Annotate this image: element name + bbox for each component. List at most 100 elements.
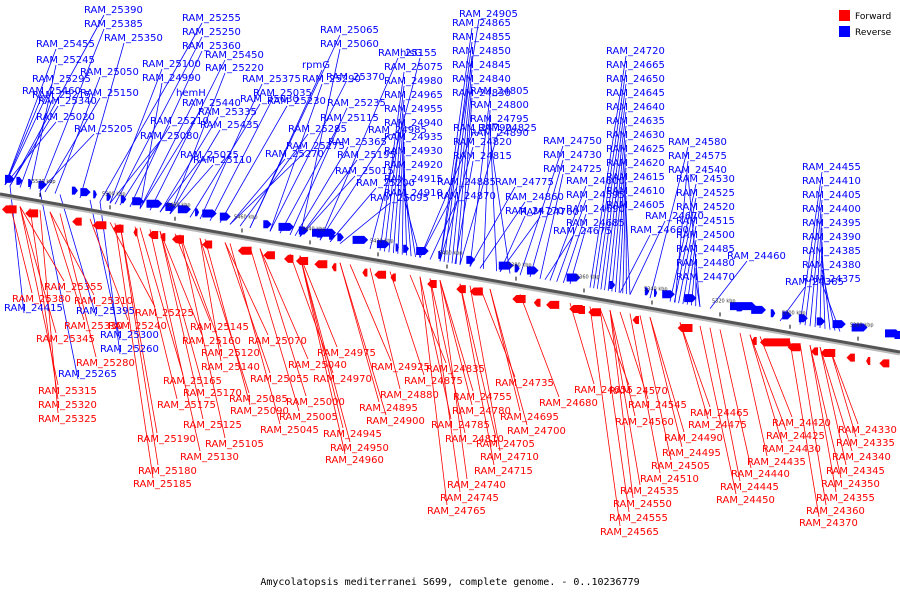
label-leader-line bbox=[4, 95, 43, 186]
gene-label: RAM_25235 bbox=[327, 98, 386, 109]
label-leader-line bbox=[239, 133, 309, 227]
label-leader-line bbox=[129, 50, 203, 207]
gene-label: RAM_24900 bbox=[366, 416, 425, 427]
gene-label: RAM_24385 bbox=[802, 246, 861, 257]
label-leader-line bbox=[299, 175, 356, 237]
gene-label: RAM_24485 bbox=[676, 244, 735, 255]
scale-tick-label: 5520 kbp bbox=[32, 179, 56, 185]
label-leader-line bbox=[159, 230, 204, 388]
label-leader-line bbox=[615, 153, 627, 293]
label-leader-line bbox=[529, 159, 564, 278]
reverse-gene-arrow bbox=[427, 279, 437, 288]
gene-label: RAM_25030 bbox=[240, 94, 299, 105]
gene-label: RAM_24620 bbox=[606, 158, 665, 169]
gene-label: RAM_25210 bbox=[150, 116, 209, 127]
label-leader-line bbox=[454, 160, 474, 264]
gene-label: RAM_25230 bbox=[267, 96, 326, 107]
genome-caption: Amycolatopsis mediterranei S699, complet… bbox=[260, 577, 640, 588]
label-leader-line bbox=[749, 334, 783, 444]
gene-label: RAM_24920 bbox=[384, 160, 443, 171]
label-leader-line bbox=[289, 107, 348, 236]
gene-label: RAM_24425 bbox=[766, 431, 825, 442]
forward-gene-arrow bbox=[71, 186, 78, 195]
gene-label: RAM_25180 bbox=[138, 466, 197, 477]
reverse-gene-arrow bbox=[787, 343, 801, 352]
leader-lines bbox=[4, 14, 859, 527]
gene-label: RAM_24520 bbox=[676, 202, 735, 213]
label-leader-line bbox=[829, 348, 857, 438]
label-leader-line bbox=[259, 248, 309, 360]
label-leader-line bbox=[609, 310, 634, 499]
label-leader-line bbox=[687, 174, 701, 307]
label-leader-line bbox=[429, 278, 466, 434]
gene-label: RAM_25065 bbox=[320, 25, 379, 36]
label-leader-line bbox=[339, 262, 387, 416]
gene-label: RAM_24930 bbox=[384, 146, 443, 157]
label-leader-line bbox=[804, 185, 823, 326]
forward-gene-arrow bbox=[395, 243, 399, 252]
gene-label: RAM_24630 bbox=[606, 130, 665, 141]
gene-label: RAM_25085 bbox=[229, 394, 288, 405]
label-leader-line bbox=[799, 171, 823, 325]
label-leader-line bbox=[269, 81, 347, 232]
gene-label: RAM_25160 bbox=[182, 336, 241, 347]
gene-label: RAM_25385 bbox=[84, 19, 143, 30]
label-leader-line bbox=[819, 227, 823, 328]
gene-label: RAM_24570 bbox=[609, 386, 668, 397]
reverse-gene-arrow bbox=[632, 316, 639, 325]
label-leader-line bbox=[379, 71, 405, 251]
label-leader-line bbox=[4, 121, 57, 186]
gene-label: RAM_25315 bbox=[38, 386, 97, 397]
label-leader-line bbox=[674, 160, 689, 303]
gene-label: RAM_25245 bbox=[36, 55, 95, 66]
label-leader-line bbox=[709, 260, 748, 309]
forward-gene-arrow bbox=[278, 222, 294, 231]
reverse-gene-arrow bbox=[456, 285, 466, 294]
label-leader-line bbox=[59, 213, 97, 358]
gene-label: RAM_24450 bbox=[716, 495, 775, 506]
label-leader-line bbox=[429, 278, 461, 493]
reverse-gene-arrow bbox=[575, 305, 585, 314]
legend-forward-label: Forward bbox=[855, 12, 891, 22]
label-leader-line bbox=[419, 186, 458, 258]
label-leader-line bbox=[809, 345, 842, 479]
gene-label: RAM_24390 bbox=[802, 232, 861, 243]
gene-label: RAM_24805 bbox=[470, 86, 529, 97]
gene-label: RAM_24895 bbox=[359, 403, 418, 414]
label-leader-line bbox=[455, 83, 473, 265]
gene-label: RAM_24415 bbox=[4, 303, 63, 314]
gene-label: RAM_24940 bbox=[384, 118, 443, 129]
gene-label: RAM_24880 bbox=[380, 390, 439, 401]
label-leader-line bbox=[219, 105, 288, 223]
reverse-gene-arrow bbox=[374, 270, 387, 279]
gene-label: RAM_25080 bbox=[140, 131, 199, 142]
gene-label: RAM_24710 bbox=[480, 452, 539, 463]
gene-label: RAM_24350 bbox=[821, 479, 880, 490]
gene-label: RAM_25320 bbox=[38, 400, 97, 411]
reverse-gene-arrow bbox=[202, 240, 213, 249]
gene-label: RAM_24565 bbox=[600, 527, 659, 538]
label-leader-line bbox=[459, 132, 499, 265]
forward-gene-arrow bbox=[416, 247, 429, 256]
gene-label: RAM_25185 bbox=[133, 479, 192, 490]
reverse-gene-arrow bbox=[512, 294, 526, 303]
label-leader-line bbox=[49, 211, 85, 321]
label-leader-line bbox=[159, 230, 204, 420]
scale-tick-label: 5280 kbp bbox=[850, 323, 874, 329]
label-leader-line bbox=[119, 224, 159, 466]
label-leader-line bbox=[299, 48, 341, 237]
label-leader-line bbox=[329, 187, 377, 243]
label-leader-line bbox=[489, 123, 498, 272]
label-leader-line bbox=[821, 241, 826, 329]
label-leader-line bbox=[9, 14, 105, 186]
label-leader-line bbox=[419, 276, 448, 506]
forward-gene-arrow bbox=[132, 197, 144, 206]
label-leader-line bbox=[544, 235, 574, 280]
gene-label: RAM_24765 bbox=[427, 506, 486, 517]
gene-label: RAM_25275 bbox=[286, 141, 345, 152]
gene-label: RAM_25050 bbox=[80, 67, 139, 78]
label-leader-line bbox=[821, 255, 831, 330]
label-leader-line bbox=[149, 229, 201, 452]
gene-label: RAM_24835 bbox=[426, 364, 485, 375]
gene-label: RAM_24490 bbox=[664, 433, 723, 444]
